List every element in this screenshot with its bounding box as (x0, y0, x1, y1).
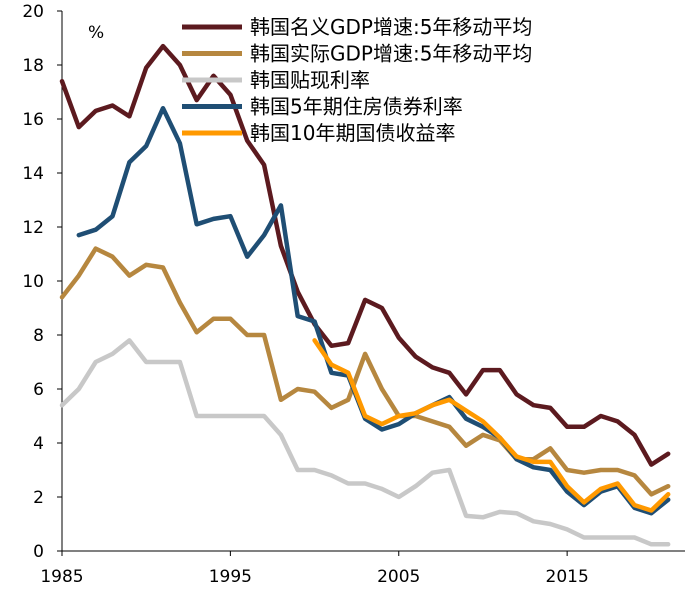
legend-label: 韩国贴现利率 (250, 68, 370, 92)
y-tick-label: 14 (22, 164, 44, 184)
legend-label: 韩国实际GDP增速:5年移动平均 (250, 42, 532, 66)
y-axis-ticks: 0 2 4 6 8 10 12 14 16 18 20 (22, 2, 62, 562)
series-line-1 (59, 43, 671, 467)
x-axis-ticks: 1985 1995 2005 2015 (40, 551, 589, 587)
legend: 韩国名义GDP增速:5年移动平均韩国实际GDP增速:5年移动平均韩国贴现利率韩国… (182, 15, 532, 145)
y-tick-label: 16 (22, 110, 44, 130)
series-line-5 (312, 338, 671, 513)
x-tick-label: 1995 (209, 567, 252, 587)
series-line-4 (76, 105, 671, 516)
y-tick-label: 12 (22, 218, 44, 238)
y-tick-label: 20 (22, 2, 44, 22)
y-tick-label: 6 (33, 380, 44, 400)
y-tick-label: 2 (33, 488, 44, 508)
x-tick-label: 1985 (40, 567, 83, 587)
x-tick-label: 2015 (546, 567, 589, 587)
legend-label: 韩国5年期住房债券利率 (250, 95, 463, 119)
y-tick-label: 4 (33, 434, 44, 454)
x-tick-label: 2005 (377, 567, 420, 587)
y-tick-label: 18 (22, 56, 44, 76)
series-line-2 (59, 246, 671, 497)
y-tick-label: 10 (22, 272, 44, 292)
legend-label: 韩国名义GDP增速:5年移动平均 (250, 15, 532, 39)
series-lines (59, 43, 671, 547)
y-tick-label: 0 (33, 542, 44, 562)
legend-label: 韩国10年期国债收益率 (250, 121, 455, 145)
unit-label: % (88, 23, 104, 43)
series-line-3 (59, 338, 671, 547)
y-tick-label: 8 (33, 326, 44, 346)
